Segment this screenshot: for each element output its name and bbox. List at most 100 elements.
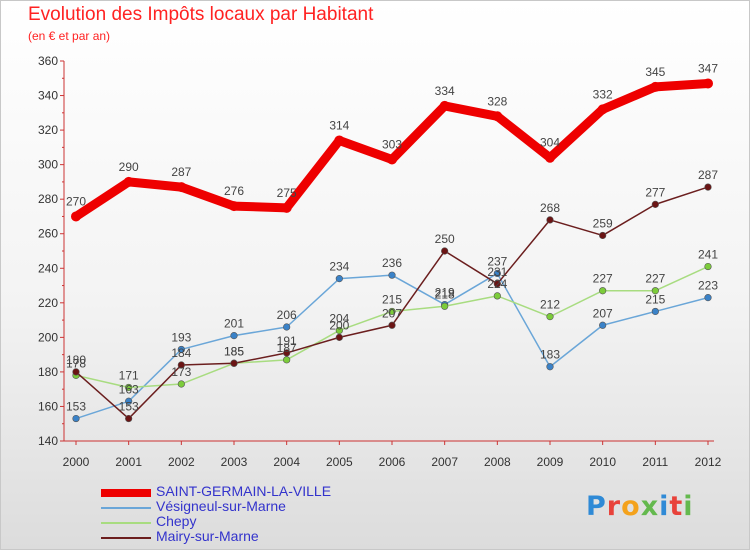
x-tick-label: 2003 [221, 455, 248, 469]
y-tick-label: 280 [38, 192, 58, 206]
logo-letter: x [640, 491, 660, 522]
data-label: 178 [66, 356, 86, 370]
data-label: 227 [645, 272, 665, 286]
data-label: 287 [698, 168, 718, 182]
y-tick-label: 140 [38, 434, 58, 448]
x-tick-label: 2000 [63, 455, 90, 469]
data-label: 241 [698, 248, 718, 262]
data-label: 237 [487, 254, 507, 268]
data-label: 185 [224, 344, 244, 358]
data-point [493, 292, 501, 300]
data-point [651, 200, 659, 208]
legend-swatch [101, 522, 151, 524]
data-point [493, 269, 501, 278]
data-label: 304 [540, 136, 560, 150]
logo-letter: P [586, 491, 607, 522]
data-point [123, 176, 134, 187]
data-point [388, 321, 396, 329]
x-tick-label: 2004 [273, 455, 300, 469]
data-label: 276 [224, 184, 244, 198]
data-point [441, 302, 449, 310]
data-point [388, 271, 396, 279]
data-label: 153 [119, 400, 139, 414]
legend-label: SAINT-GERMAIN-LA-VILLE [156, 483, 332, 499]
x-tick-label: 2005 [326, 455, 353, 469]
y-tick-label: 200 [38, 330, 58, 344]
data-point [651, 307, 659, 316]
data-point [599, 231, 607, 240]
data-label: 224 [487, 277, 507, 291]
legend-swatch [101, 489, 151, 497]
data-label: 185 [224, 344, 244, 358]
data-label: 173 [171, 365, 191, 379]
data-point [125, 383, 133, 392]
data-point [335, 326, 343, 335]
x-tick-label: 2006 [379, 455, 406, 469]
data-label: 223 [698, 279, 718, 293]
data-point [492, 111, 503, 122]
data-label: 303 [382, 137, 402, 151]
chart-title: Evolution des Impôts locaux par Habitant [28, 4, 374, 25]
x-tick-label: 2011 [642, 455, 668, 469]
logo-letter: i [659, 491, 670, 522]
y-tick-label: 240 [38, 261, 58, 275]
data-label: 215 [382, 292, 402, 306]
data-point [546, 363, 554, 371]
data-point [281, 202, 292, 213]
data-point [387, 154, 397, 165]
y-tick-label: 260 [38, 227, 58, 241]
legend-label: Chepy [156, 513, 197, 529]
data-label: 207 [593, 306, 613, 320]
data-point [650, 81, 661, 92]
data-point [651, 287, 659, 295]
data-point [177, 361, 185, 369]
x-tick-label: 2002 [168, 455, 195, 469]
data-label: 268 [540, 201, 560, 215]
data-label: 250 [435, 232, 455, 246]
data-point [177, 380, 185, 388]
data-point [125, 414, 133, 423]
x-tick-label: 2010 [589, 455, 616, 469]
logo-letter: i [683, 491, 694, 522]
data-label: 234 [329, 260, 349, 274]
data-label: 219 [435, 286, 455, 300]
data-label: 215 [645, 292, 665, 306]
data-point [703, 78, 713, 89]
data-point [177, 345, 185, 354]
data-label: 345 [645, 65, 665, 79]
data-label: 200 [329, 318, 349, 332]
data-point [599, 287, 607, 295]
data-label: 193 [171, 330, 191, 344]
data-point [283, 356, 291, 364]
data-label: 183 [540, 348, 560, 362]
x-tick-label: 2001 [115, 455, 142, 469]
data-point [439, 100, 450, 111]
data-label: 290 [119, 160, 139, 174]
y-tick-label: 160 [38, 399, 58, 413]
data-point [283, 349, 291, 357]
data-point [388, 307, 396, 316]
data-label: 227 [593, 272, 613, 286]
data-point [545, 152, 555, 163]
proxiti-logo: Proxiti [586, 491, 694, 522]
y-tick-label: 340 [38, 89, 58, 103]
data-label: 236 [382, 256, 402, 270]
x-tick-label: 2012 [695, 455, 722, 469]
data-point [335, 333, 343, 341]
data-label: 187 [277, 341, 297, 355]
data-point [335, 275, 343, 283]
data-label: 218 [435, 287, 455, 301]
x-tick-label: 2009 [537, 455, 564, 469]
data-label: 332 [593, 87, 613, 101]
chart-subtitle: (en € et par an) [28, 29, 111, 43]
y-tick-label: 220 [38, 296, 58, 310]
data-point [230, 359, 238, 367]
x-tick-label: 2008 [484, 455, 511, 469]
data-point [125, 397, 133, 405]
data-label: 334 [435, 84, 455, 98]
data-label: 163 [119, 382, 139, 396]
data-label: 259 [593, 216, 613, 230]
data-point [72, 414, 80, 423]
